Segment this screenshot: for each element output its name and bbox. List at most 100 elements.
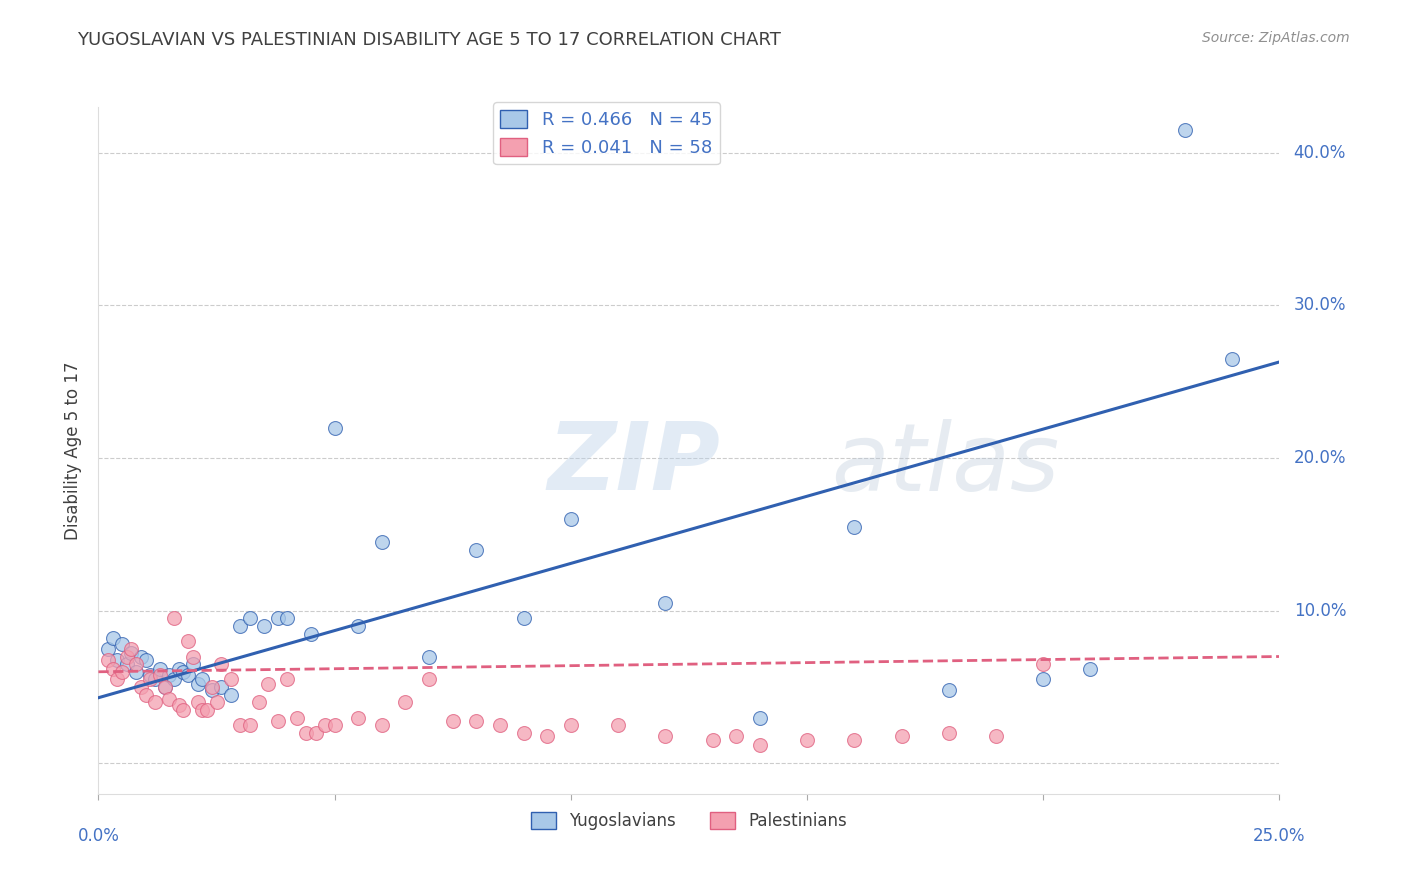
- Point: [441, 714, 464, 728]
- Point: [465, 714, 488, 728]
- Point: [187, 677, 209, 691]
- Point: [394, 695, 416, 709]
- Point: [295, 726, 318, 740]
- Point: [187, 695, 209, 709]
- Point: [115, 649, 138, 664]
- Point: [844, 733, 866, 747]
- Point: [143, 695, 166, 709]
- Point: [654, 729, 676, 743]
- Point: [125, 657, 148, 672]
- Point: [172, 703, 194, 717]
- Text: 40.0%: 40.0%: [1294, 144, 1346, 161]
- Point: [796, 733, 818, 747]
- Point: [111, 637, 134, 651]
- Point: [219, 673, 242, 687]
- Point: [167, 662, 190, 676]
- Point: [153, 680, 176, 694]
- Point: [1080, 662, 1102, 676]
- Point: [654, 596, 676, 610]
- Point: [1032, 673, 1054, 687]
- Point: [725, 729, 748, 743]
- Point: [305, 726, 328, 740]
- Point: [247, 695, 270, 709]
- Point: [938, 726, 960, 740]
- Point: [111, 665, 134, 679]
- Point: [748, 738, 770, 752]
- Point: [465, 542, 488, 557]
- Text: 25.0%: 25.0%: [1253, 828, 1306, 846]
- Point: [257, 677, 280, 691]
- Legend: Yugoslavians, Palestinians: Yugoslavians, Palestinians: [524, 805, 853, 837]
- Text: 0.0%: 0.0%: [77, 828, 120, 846]
- Point: [149, 662, 172, 676]
- Point: [125, 665, 148, 679]
- Point: [229, 619, 252, 633]
- Point: [181, 657, 204, 672]
- Point: [135, 688, 157, 702]
- Point: [938, 683, 960, 698]
- Text: YUGOSLAVIAN VS PALESTINIAN DISABILITY AGE 5 TO 17 CORRELATION CHART: YUGOSLAVIAN VS PALESTINIAN DISABILITY AG…: [77, 31, 782, 49]
- Point: [105, 673, 128, 687]
- Point: [276, 611, 298, 625]
- Point: [209, 657, 232, 672]
- Point: [195, 703, 218, 717]
- Point: [143, 673, 166, 687]
- Text: ZIP: ZIP: [547, 418, 720, 510]
- Point: [177, 634, 200, 648]
- Point: [536, 729, 558, 743]
- Point: [347, 619, 370, 633]
- Point: [139, 673, 162, 687]
- Point: [276, 673, 298, 687]
- Point: [371, 718, 394, 732]
- Point: [560, 718, 582, 732]
- Point: [163, 673, 186, 687]
- Point: [299, 626, 322, 640]
- Point: [347, 710, 370, 724]
- Point: [418, 649, 440, 664]
- Point: [844, 520, 866, 534]
- Text: Source: ZipAtlas.com: Source: ZipAtlas.com: [1202, 31, 1350, 45]
- Point: [239, 718, 262, 732]
- Point: [239, 611, 262, 625]
- Point: [191, 703, 214, 717]
- Point: [149, 668, 172, 682]
- Point: [172, 665, 194, 679]
- Point: [219, 688, 242, 702]
- Text: atlas: atlas: [831, 418, 1059, 509]
- Point: [167, 698, 190, 713]
- Point: [121, 641, 143, 656]
- Point: [181, 649, 204, 664]
- Point: [314, 718, 336, 732]
- Point: [101, 662, 124, 676]
- Text: 10.0%: 10.0%: [1294, 602, 1346, 620]
- Point: [607, 718, 630, 732]
- Point: [101, 631, 124, 645]
- Point: [129, 649, 152, 664]
- Point: [97, 652, 120, 666]
- Point: [253, 619, 276, 633]
- Point: [157, 692, 180, 706]
- Point: [115, 657, 138, 672]
- Point: [201, 683, 224, 698]
- Point: [209, 680, 232, 694]
- Point: [560, 512, 582, 526]
- Point: [1032, 657, 1054, 672]
- Point: [418, 673, 440, 687]
- Point: [285, 710, 308, 724]
- Point: [984, 729, 1007, 743]
- Point: [323, 718, 346, 732]
- Point: [97, 641, 120, 656]
- Point: [201, 680, 224, 694]
- Point: [512, 611, 534, 625]
- Y-axis label: Disability Age 5 to 17: Disability Age 5 to 17: [65, 361, 83, 540]
- Point: [105, 652, 128, 666]
- Point: [177, 668, 200, 682]
- Point: [153, 680, 176, 694]
- Point: [157, 668, 180, 682]
- Point: [1174, 123, 1197, 137]
- Point: [267, 714, 290, 728]
- Point: [121, 647, 143, 661]
- Point: [135, 652, 157, 666]
- Point: [512, 726, 534, 740]
- Text: 30.0%: 30.0%: [1294, 296, 1346, 315]
